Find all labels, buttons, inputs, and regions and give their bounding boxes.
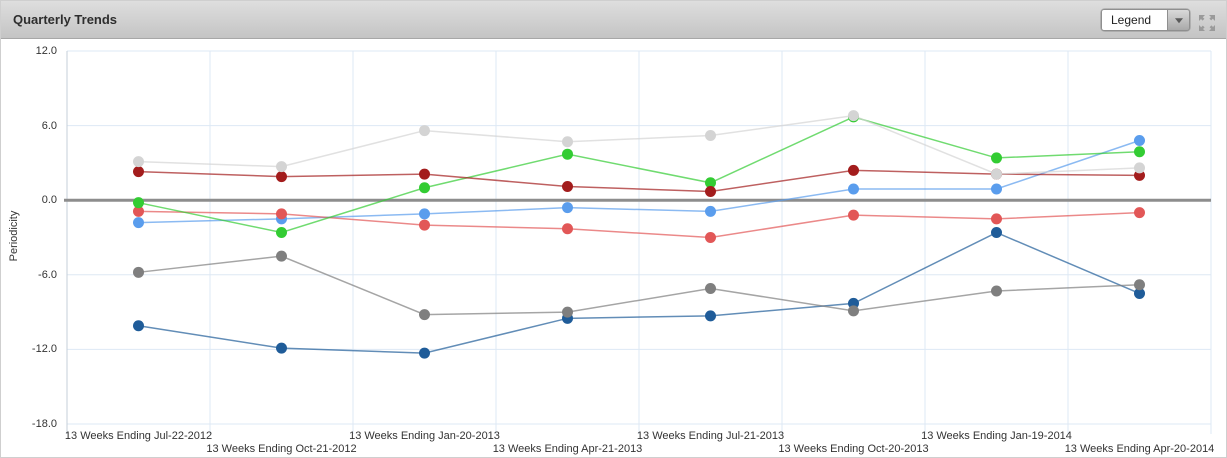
x-tick-label: 13 Weeks Ending Jan-19-2014 (921, 430, 1072, 442)
light-blue-series-point[interactable] (419, 208, 430, 220)
x-tick-label: 13 Weeks Ending Apr-21-2013 (492, 443, 643, 455)
gray-series-point[interactable] (705, 282, 716, 294)
dark-blue-series-point[interactable] (1134, 287, 1145, 299)
dark-blue-series-point[interactable] (276, 342, 287, 354)
x-tick-label: 13 Weeks Ending Jul-22-2012 (64, 430, 213, 442)
salmon-series-point[interactable] (562, 223, 573, 235)
light-blue-series-point[interactable] (133, 217, 144, 229)
gray-series-point[interactable] (276, 250, 287, 262)
legend-dropdown-button[interactable] (1167, 9, 1190, 31)
panel-header: Quarterly Trends Legend (1, 1, 1226, 39)
x-tick-label: 13 Weeks Ending Jan-20-2013 (349, 430, 500, 442)
green-series-line (138, 116, 1140, 234)
light-gray-series-point[interactable] (848, 110, 859, 122)
caret-down-icon (1174, 18, 1183, 24)
light-gray-series-point[interactable] (1134, 162, 1145, 174)
y-axis-title: Periodicity (8, 210, 20, 262)
dark-blue-series-line (138, 231, 1140, 354)
light-gray-series-point[interactable] (133, 156, 144, 168)
salmon-series-point[interactable] (848, 209, 859, 221)
dark-red-series-point[interactable] (133, 166, 144, 178)
x-tick-label: 13 Weeks Ending Oct-20-2013 (778, 443, 929, 455)
dark-red-series-point[interactable] (848, 164, 859, 176)
panel-title: Quarterly Trends (13, 12, 118, 27)
dark-red-series-point[interactable] (705, 185, 716, 197)
green-series-point[interactable] (276, 227, 287, 239)
dark-red-series-line (138, 169, 1140, 193)
green-series-point[interactable] (133, 197, 144, 209)
dark-blue-series-point[interactable] (991, 227, 1002, 239)
salmon-series-point[interactable] (133, 205, 144, 217)
y-tick-label: 6.0 (41, 119, 57, 132)
light-gray-series-point[interactable] (276, 161, 287, 173)
dark-red-series-point[interactable] (419, 168, 430, 180)
x-tick-label: 13 Weeks Ending Apr-20-2014 (1064, 443, 1215, 455)
y-tick-label: -6.0 (38, 268, 57, 281)
salmon-series-point[interactable] (705, 232, 716, 243)
y-tick-label: 12.0 (35, 45, 57, 57)
dark-blue-series-point[interactable] (133, 320, 144, 332)
dark-red-series-point[interactable] (562, 181, 573, 193)
dark-blue-series-point[interactable] (705, 310, 716, 322)
dark-red-series-point[interactable] (276, 171, 287, 183)
light-gray-series-point[interactable] (991, 168, 1002, 180)
legend-dropdown[interactable]: Legend (1101, 9, 1190, 31)
gray-series-point[interactable] (991, 285, 1002, 297)
green-series-point[interactable] (705, 177, 716, 189)
gray-series-point[interactable] (133, 266, 144, 278)
gray-series-point[interactable] (562, 306, 573, 318)
light-blue-series-point[interactable] (848, 183, 859, 195)
y-tick-label: -18.0 (31, 418, 57, 430)
light-gray-series-point[interactable] (562, 136, 573, 148)
gray-series-point[interactable] (419, 309, 430, 321)
salmon-series-point[interactable] (991, 213, 1002, 225)
gray-series-line (138, 255, 1140, 316)
legend-dropdown-value[interactable]: Legend (1101, 9, 1167, 31)
light-gray-series-point[interactable] (705, 130, 716, 142)
gray-series-point[interactable] (848, 305, 859, 317)
green-series-point[interactable] (1134, 146, 1145, 158)
light-blue-series-point[interactable] (1134, 135, 1145, 147)
gray-series-point[interactable] (1134, 279, 1145, 291)
green-series-point[interactable] (991, 152, 1002, 164)
light-blue-series-point[interactable] (705, 205, 716, 217)
y-tick-label: 0.0 (41, 194, 57, 207)
chart-canvas (64, 50, 1212, 434)
green-series-point[interactable] (562, 148, 573, 160)
x-tick-label: 13 Weeks Ending Jul-21-2013 (636, 430, 785, 442)
maximize-icon[interactable] (1198, 14, 1216, 32)
salmon-series-point[interactable] (419, 219, 430, 231)
light-blue-series-line (138, 139, 1140, 224)
salmon-series-line (138, 210, 1140, 239)
salmon-series-point[interactable] (276, 208, 287, 220)
chart-area: 12.0 6.0 0.0 -6.0 -12.0 -18.0 13 Weeks Ending… (1, 40, 1226, 457)
x-tick-label: 13 Weeks Ending Oct-21-2012 (206, 443, 357, 455)
y-tick-label: -12.0 (31, 343, 57, 356)
green-series-point[interactable] (419, 182, 430, 194)
light-blue-series-point[interactable] (991, 183, 1002, 195)
dark-blue-series-point[interactable] (419, 347, 430, 359)
salmon-series-point[interactable] (1134, 207, 1145, 219)
light-gray-series-line (138, 114, 1140, 175)
light-blue-series-point[interactable] (562, 202, 573, 214)
light-gray-series-point[interactable] (419, 125, 430, 137)
